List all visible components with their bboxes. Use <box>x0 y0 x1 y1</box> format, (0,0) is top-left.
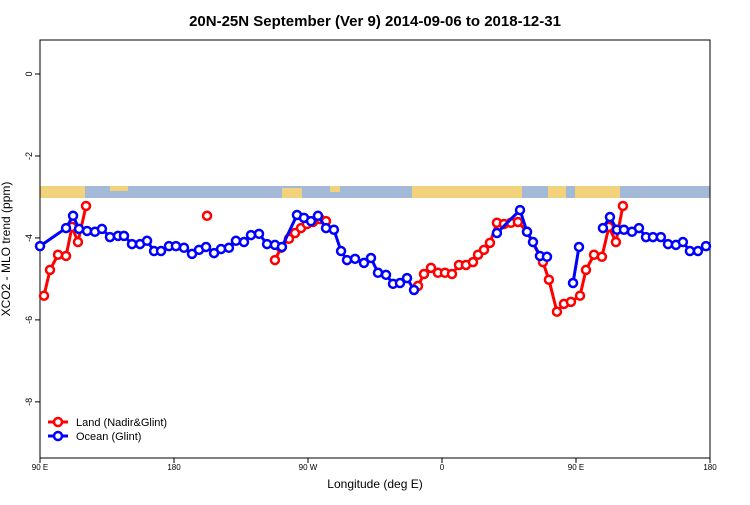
data-point <box>597 222 609 234</box>
y-axis-label: XCO2 - MLO trend (ppm) <box>0 182 13 317</box>
y-tick-label: -2 <box>24 152 34 160</box>
data-point <box>655 231 667 243</box>
data-point <box>245 229 257 241</box>
data-point <box>527 236 539 248</box>
y-tick-label: 0 <box>24 72 34 77</box>
data-point <box>73 223 85 235</box>
data-point <box>521 226 533 238</box>
data-point <box>328 224 340 235</box>
data-point <box>276 241 288 253</box>
data-point <box>80 200 92 212</box>
data-point <box>633 222 645 234</box>
data-point <box>52 249 64 260</box>
x-tick-label: 90 E <box>32 463 48 472</box>
data-point <box>349 253 361 265</box>
data-point <box>60 222 72 234</box>
data-point <box>567 277 579 289</box>
legend-marker <box>52 416 64 428</box>
land-patch <box>282 188 302 198</box>
data-point <box>72 236 84 248</box>
data-point <box>155 245 167 257</box>
data-point <box>96 223 108 235</box>
data-point <box>446 268 458 280</box>
x-tick-label: 0 <box>440 463 445 472</box>
data-point <box>380 269 392 281</box>
land-patch <box>40 186 85 198</box>
data-point <box>677 236 689 248</box>
y-tick-label: -6 <box>24 316 34 324</box>
map-strip <box>40 186 710 198</box>
data-point <box>305 215 317 227</box>
y-tick-label: -8 <box>24 398 34 406</box>
data-point <box>610 236 622 248</box>
land-patch <box>548 186 566 198</box>
x-tick-label: 180 <box>167 463 181 472</box>
data-point <box>580 264 592 276</box>
data-point <box>358 257 370 269</box>
data-point <box>491 227 503 239</box>
ocean-band <box>40 186 710 198</box>
data-point <box>408 284 420 296</box>
data-point <box>67 210 79 222</box>
legend-label: Ocean (Glint) <box>76 431 141 443</box>
data-point <box>34 240 46 252</box>
chart-title: 20N-25N September (Ver 9) 2014-09-06 to … <box>189 13 561 30</box>
data-point <box>543 274 555 285</box>
data-point <box>484 237 496 249</box>
data-point <box>223 242 235 254</box>
data-point <box>514 204 526 216</box>
data-point <box>467 256 479 268</box>
data-point <box>178 242 190 254</box>
data-point <box>573 241 585 253</box>
legend-marker <box>52 430 64 442</box>
data-point <box>201 210 213 222</box>
data-point <box>60 250 72 262</box>
land-patch <box>330 186 340 192</box>
data-point <box>44 264 56 276</box>
data-point <box>551 306 563 317</box>
data-point <box>604 211 616 223</box>
data-point <box>253 228 265 240</box>
data-point <box>170 240 182 252</box>
legend-label: Land (Nadir&Glint) <box>76 417 167 429</box>
data-point <box>618 224 630 235</box>
land-patch <box>575 186 620 198</box>
data-point <box>425 262 437 274</box>
data-point <box>617 200 629 212</box>
data-point <box>141 235 153 247</box>
data-point <box>372 267 384 279</box>
x-axis-label: Longitude (deg E) <box>327 477 422 491</box>
data-point <box>512 216 524 228</box>
data-point <box>200 241 212 253</box>
x-tick-label: 180 <box>703 463 717 472</box>
data-point <box>238 236 250 248</box>
land-patch <box>412 186 522 198</box>
data-point <box>692 245 704 257</box>
data-point <box>118 230 130 242</box>
data-point <box>418 268 430 280</box>
data-point <box>596 251 608 263</box>
y-tick-label: -4 <box>24 234 34 242</box>
data-point <box>401 272 413 284</box>
data-point <box>230 235 242 247</box>
data-point <box>565 296 577 308</box>
x-tick-label: 90 E <box>568 463 584 472</box>
data-point <box>574 290 586 301</box>
x-tick-label: 90 W <box>299 463 318 472</box>
series-line <box>39 207 707 291</box>
data-point <box>700 240 712 252</box>
data-point <box>38 290 50 301</box>
data-point <box>478 244 490 256</box>
data-point <box>312 210 324 222</box>
data-point <box>394 277 406 289</box>
data-point <box>269 254 281 266</box>
data-point <box>541 251 553 263</box>
data-point <box>104 231 116 243</box>
land-patch <box>110 186 128 191</box>
data-point <box>335 245 347 257</box>
data-point <box>341 254 353 266</box>
data-point <box>365 252 377 264</box>
